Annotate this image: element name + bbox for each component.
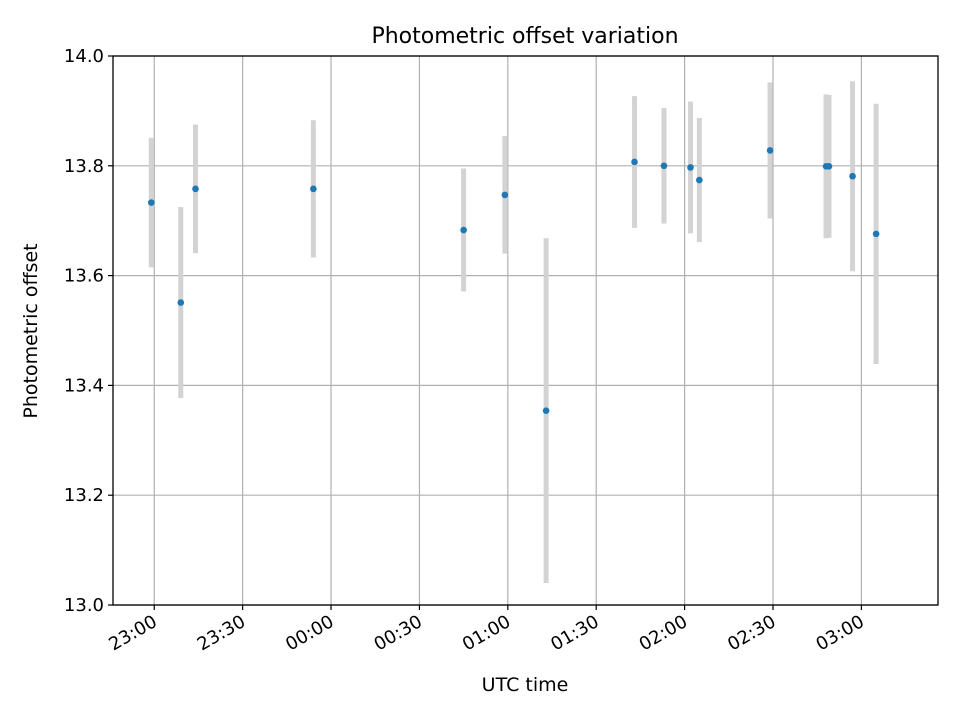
y-tick-label: 13.6	[64, 266, 104, 287]
data-point	[687, 164, 694, 171]
data-point	[766, 147, 774, 154]
y-tick-label: 13.8	[64, 156, 104, 177]
data-point	[192, 185, 199, 193]
data-point	[631, 158, 638, 166]
data-point	[460, 226, 467, 234]
y-axis-label: Photometric offset	[20, 243, 42, 418]
y-tick-label: 14.0	[64, 46, 104, 67]
y-tick-label: 13.2	[64, 485, 104, 506]
chart-title: Photometric offset variation	[371, 24, 678, 49]
data-point	[872, 230, 880, 238]
plot-frame	[112, 55, 939, 606]
x-axis-label: UTC time	[482, 674, 569, 696]
data-point	[148, 199, 155, 206]
data-point	[542, 407, 550, 414]
point-layer	[148, 147, 880, 414]
data-point	[849, 172, 856, 180]
data-point	[501, 191, 509, 199]
y-tick-label: 13.4	[64, 375, 104, 396]
data-point	[696, 176, 703, 184]
y-axis: 13.0 13.2 13.4 13.6 13.8 14.0	[64, 46, 113, 616]
data-point	[177, 299, 185, 306]
data-point	[660, 162, 668, 170]
data-point	[310, 185, 317, 193]
y-tick-label: 13.0	[64, 595, 104, 616]
data-point	[825, 163, 833, 170]
